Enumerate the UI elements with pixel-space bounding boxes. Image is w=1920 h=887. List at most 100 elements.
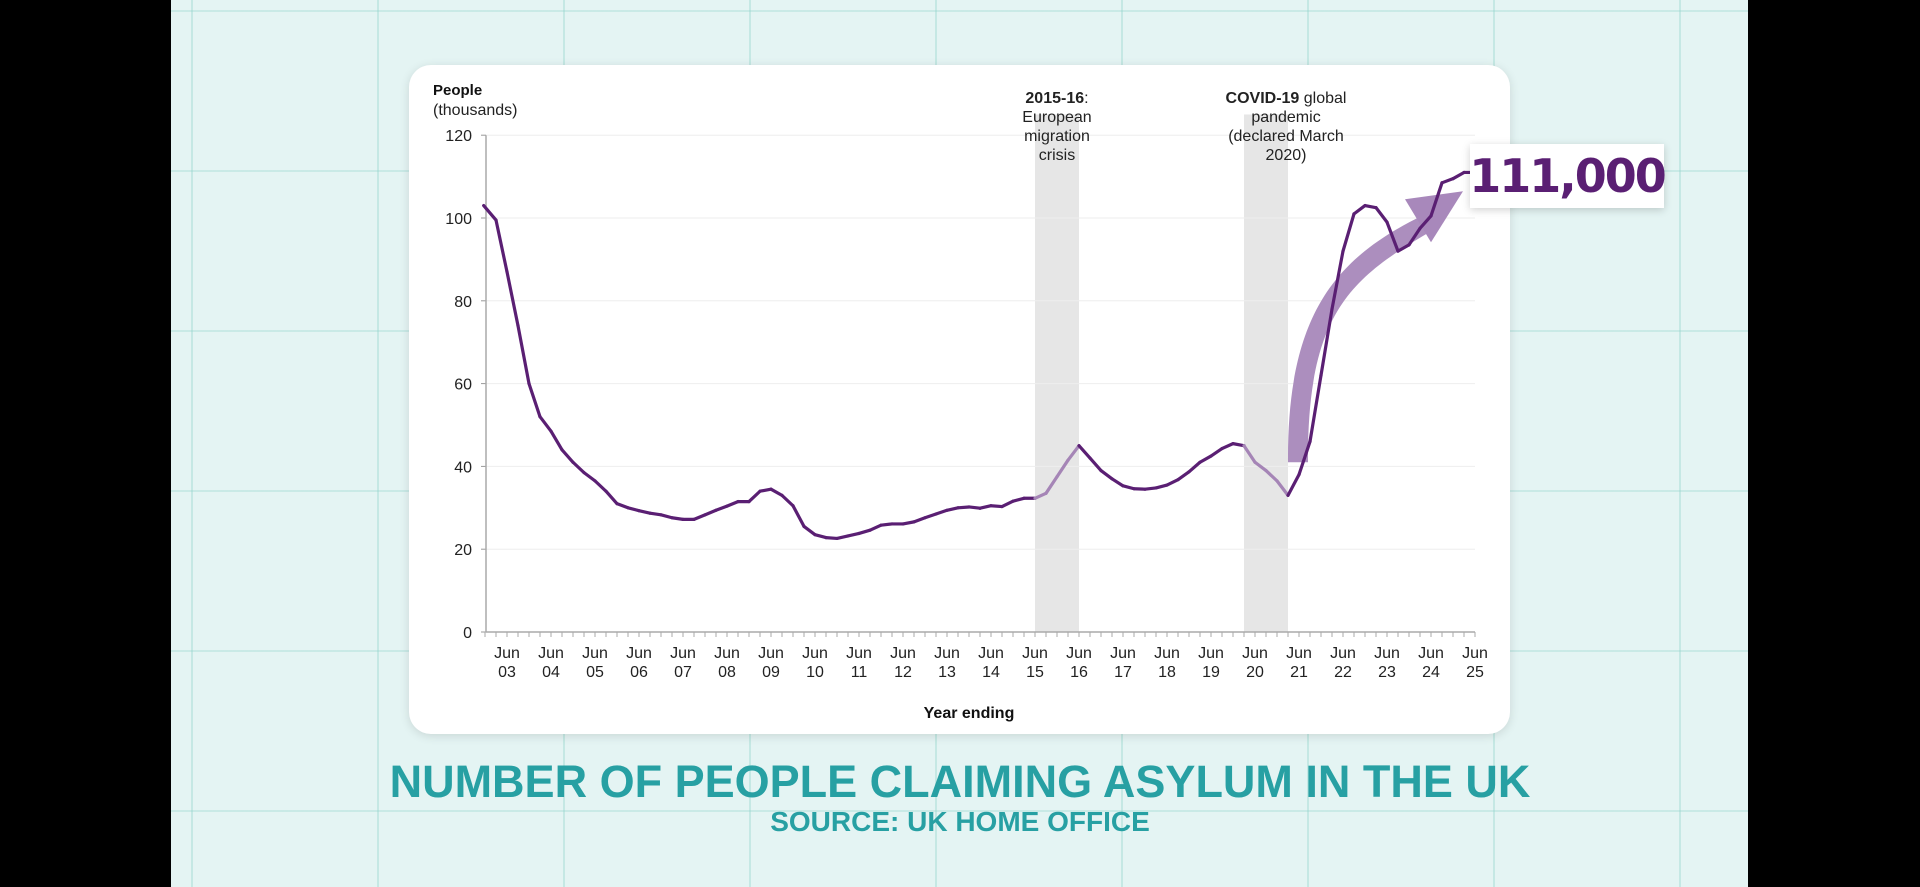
data-line-segment <box>989 504 1004 509</box>
x-tick-label-year: 23 <box>1378 664 1396 681</box>
data-line-segment <box>835 534 850 541</box>
data-line-segment <box>1385 220 1400 253</box>
data-line-segment <box>1264 468 1279 483</box>
y-axis-label: People <box>433 82 482 99</box>
y-tick-label: 120 <box>445 128 472 145</box>
y-tick-label: 60 <box>454 377 472 394</box>
data-line-segment <box>604 489 619 506</box>
data-line-segment <box>1165 478 1180 487</box>
data-line-segment <box>747 489 762 504</box>
x-tick-label-month: Jun <box>1110 645 1136 662</box>
data-line-segment <box>549 429 564 452</box>
data-line-segment <box>527 382 542 419</box>
data-line-segment <box>1143 486 1158 491</box>
data-line-segment <box>1176 470 1191 482</box>
data-line-segment <box>868 523 883 532</box>
data-line-segment <box>714 504 729 512</box>
x-tick-label-year: 21 <box>1290 664 1308 681</box>
shaded-period-2 <box>1244 114 1288 632</box>
data-line-segment <box>978 504 993 510</box>
data-line-segment <box>1451 170 1466 181</box>
x-tick-label-month: Jun <box>1022 645 1048 662</box>
data-line-segment <box>1066 444 1081 462</box>
data-line-segment <box>1396 243 1411 253</box>
data-line-segment <box>648 511 663 517</box>
x-tick-label-month: Jun <box>846 645 872 662</box>
data-line-segment <box>1231 442 1246 448</box>
chart-source: SOURCE: UK HOME OFFICE <box>770 806 1150 837</box>
x-tick-label-month: Jun <box>538 645 564 662</box>
x-tick-label-year: 16 <box>1070 664 1088 681</box>
data-line-segment <box>593 479 608 493</box>
x-tick-label-month: Jun <box>1242 645 1268 662</box>
x-tick-label-month: Jun <box>1462 645 1488 662</box>
shaded-period-label-line: pandemic <box>1251 109 1320 126</box>
data-line-segment <box>1363 203 1378 210</box>
data-line-segment <box>637 509 652 515</box>
data-line-segment <box>1308 373 1323 444</box>
data-line-segment <box>1341 212 1356 253</box>
data-line-segment <box>1374 206 1389 224</box>
x-tick-label-month: Jun <box>1418 645 1444 662</box>
data-line-segment <box>879 522 894 527</box>
data-line-segment <box>1000 499 1015 509</box>
x-tick-label-month: Jun <box>1198 645 1224 662</box>
data-line-segment <box>615 502 630 510</box>
x-tick-label-month: Jun <box>494 645 520 662</box>
line-chart: 2015-16: European migration crisis COVID-19 … <box>433 82 1488 722</box>
data-line-segment <box>505 270 520 328</box>
latest-value-callout: 111,000 <box>1469 144 1667 208</box>
x-axis-label: Year ending <box>924 705 1015 722</box>
data-line-segment <box>1330 249 1345 311</box>
x-tick-label-year: 25 <box>1466 664 1484 681</box>
data-line-segment <box>934 508 949 516</box>
x-tick-label-month: Jun <box>1066 645 1092 662</box>
x-tick-label-month: Jun <box>758 645 784 662</box>
y-axis-label-units: (thousands) <box>433 102 518 119</box>
data-line-segment <box>813 533 828 540</box>
x-tick-label-year: 07 <box>674 664 692 681</box>
data-line-segment <box>1418 214 1433 230</box>
data-line-segment <box>1055 458 1070 479</box>
data-line-segment <box>1275 479 1290 497</box>
x-tick-label-year: 03 <box>498 664 516 681</box>
data-line-segment <box>769 487 784 497</box>
data-line-segment <box>846 531 861 538</box>
x-tick-label-month: Jun <box>1286 645 1312 662</box>
x-tick-label-month: Jun <box>890 645 916 662</box>
x-tick-label-year: 24 <box>1422 664 1440 681</box>
data-line-segment <box>1033 491 1048 500</box>
shaded-period-label-line: (declared March <box>1228 128 1344 145</box>
x-tick-label-year: 08 <box>718 664 736 681</box>
data-line-segment <box>1044 475 1059 495</box>
x-tick-label-year: 11 <box>851 664 868 681</box>
data-line-segment <box>791 504 806 529</box>
x-tick-label-year: 15 <box>1026 664 1044 681</box>
data-line-segment <box>1099 468 1114 481</box>
data-line-segment <box>703 508 718 517</box>
data-line-segment <box>802 524 817 537</box>
data-line-segment <box>956 505 971 510</box>
data-line-segment <box>1429 181 1444 218</box>
data-line-segment <box>582 471 597 483</box>
x-tick-label-month: Jun <box>714 645 740 662</box>
x-tick-label-month: Jun <box>802 645 828 662</box>
shaded-period-label-line: migration <box>1024 128 1090 145</box>
shaded-period-1 <box>1035 114 1079 632</box>
data-line-segment <box>560 448 575 464</box>
data-line-segment <box>1209 446 1224 458</box>
x-tick-label-month: Jun <box>978 645 1004 662</box>
x-tick-label-month: Jun <box>582 645 608 662</box>
data-line-segment <box>901 520 916 526</box>
data-line-segment <box>1440 177 1455 185</box>
data-line-segment <box>758 487 773 493</box>
x-tick-label-year: 05 <box>586 664 604 681</box>
data-line-segment <box>538 415 553 433</box>
y-tick-label: 0 <box>463 625 472 642</box>
data-line-segment <box>1286 473 1301 497</box>
trend-arrow-head <box>1405 191 1463 243</box>
data-line-segment <box>1407 226 1422 247</box>
y-tick-label: 100 <box>445 211 472 228</box>
data-line-segment <box>1220 442 1235 451</box>
data-line-segment <box>1253 460 1268 473</box>
